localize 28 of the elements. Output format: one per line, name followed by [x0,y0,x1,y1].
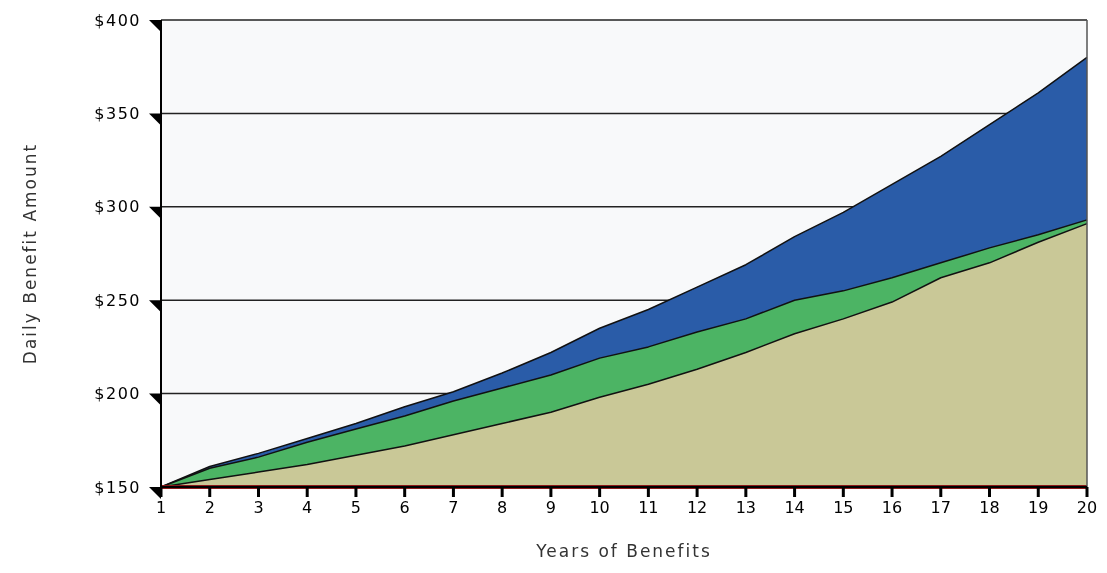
x-tick-label: 16 [881,498,903,517]
y-tick-label: $300 [94,197,141,217]
y-tick-label: $400 [94,10,141,30]
x-tick-label: 13 [735,498,757,517]
y-tick-label: $150 [94,477,141,497]
x-tick-label: 8 [497,498,508,517]
x-tick-label: 7 [448,498,459,517]
y-tick-label: $350 [94,104,141,123]
y-tick-label: $200 [94,384,141,404]
x-tick-label: 1 [155,498,167,517]
x-tick-label: 12 [686,498,708,517]
x-tick-label: 2 [204,498,215,517]
y-tick-label: $250 [94,290,141,310]
y-axis-title: Daily Benefit Amount [20,142,40,365]
x-tick-label: 11 [638,498,659,517]
x-tick-label: 19 [1028,498,1049,517]
x-tick-label: 17 [930,498,951,517]
x-tick-label: 15 [833,498,854,517]
x-tick-label: 18 [979,498,1000,517]
x-tick-label: 3 [253,498,264,517]
x-tick-label: 5 [350,498,362,517]
x-tick-label: 20 [1076,498,1098,517]
x-tick-label: 14 [784,498,805,517]
x-tick-label: 9 [545,498,556,517]
x-axis-title: Years of Benefits [535,541,712,561]
x-tick-label: 6 [399,498,410,517]
x-tick-label: 10 [589,498,610,517]
x-tick-label: 4 [302,498,313,517]
